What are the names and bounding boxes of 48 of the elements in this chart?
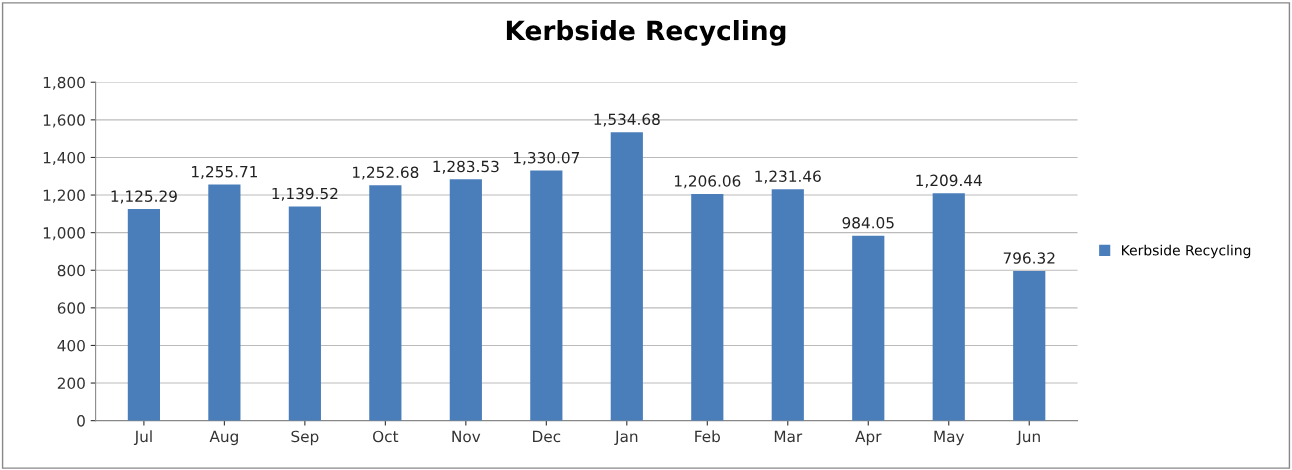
bar — [1013, 270, 1046, 421]
x-tick-label: May — [934, 430, 965, 446]
bar — [852, 235, 885, 421]
x-tick-label: Apr — [855, 430, 882, 446]
chart-title: Kerbside Recycling — [506, 20, 786, 46]
y-tick-label: 1,800 — [43, 76, 85, 90]
x-tick-label: Oct — [373, 430, 399, 443]
data-label: 1,125.29 — [111, 190, 177, 204]
data-label: 1,252.68 — [353, 166, 419, 180]
data-label: 1,534.68 — [594, 113, 660, 127]
x-tick-label: Jun — [1016, 430, 1040, 446]
x-tick-label: Dec — [533, 430, 561, 443]
x-tick-label: Jul — [133, 430, 152, 446]
y-tick-label: 400 — [57, 339, 85, 352]
x-tick-label: Nov — [452, 430, 481, 443]
data-label: 1,206.06 — [674, 175, 741, 189]
bar — [691, 193, 724, 421]
bar — [449, 179, 482, 421]
y-tick-label: 1,600 — [43, 114, 85, 128]
y-tick-label: 800 — [57, 264, 85, 277]
bar — [610, 132, 643, 421]
legend-label: Kerbside Recycling — [1122, 244, 1251, 259]
y-tick-label: 1,000 — [43, 227, 85, 241]
x-tick-label: Sep — [291, 430, 319, 446]
bar — [369, 185, 402, 421]
bar — [932, 193, 965, 421]
data-label: 1,283.53 — [433, 160, 499, 174]
y-tick-label: 0 — [77, 415, 85, 427]
x-tick-label: Aug — [209, 430, 238, 446]
y-tick-label: 600 — [57, 302, 85, 314]
y-tick-label: 1,400 — [43, 151, 85, 166]
data-label: 1,209.44 — [916, 174, 982, 188]
y-tick-label: 1,200 — [43, 189, 85, 203]
bar — [127, 209, 160, 421]
y-tick-label: 200 — [57, 377, 85, 390]
bar — [288, 206, 321, 421]
x-tick-label: Feb — [695, 430, 720, 443]
data-label: 796.32 — [1003, 252, 1055, 264]
x-tick-label: Mar — [774, 430, 803, 443]
data-label: 1,255.71 — [192, 165, 257, 180]
bar — [208, 184, 241, 421]
x-tick-label: Jan — [614, 430, 638, 446]
data-label: 1,330.07 — [513, 151, 580, 166]
bar — [530, 170, 563, 421]
data-label: 984.05 — [842, 216, 894, 229]
data-label: 1,231.46 — [755, 170, 821, 184]
data-label: 1,139.52 — [272, 187, 338, 201]
bar — [771, 189, 804, 421]
